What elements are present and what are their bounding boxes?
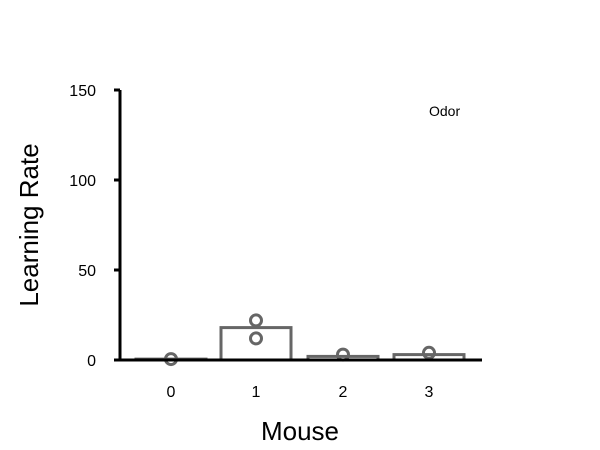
y-axis-title: Learning Rate: [14, 143, 44, 306]
y-tick-label: 150: [69, 83, 96, 100]
x-tick-label: 0: [167, 384, 176, 401]
data-point: [249, 313, 263, 328]
x-tick-label: 3: [425, 384, 434, 401]
y-tick-label: 0: [87, 353, 96, 370]
data-point: [422, 345, 436, 360]
data-point: [336, 347, 350, 362]
axes-group: [118, 90, 482, 362]
x-tick-label: 1: [252, 384, 261, 401]
series-label: Odor: [429, 103, 460, 119]
y-tick-label: 100: [69, 173, 96, 190]
y-ticks-group: 0 50 100 150: [69, 83, 120, 370]
bars-group: [134, 326, 466, 362]
x-tick-label: 2: [339, 384, 348, 401]
data-point: [249, 331, 263, 346]
x-ticks-group: 0 1 2 3: [167, 384, 434, 401]
x-axis-title: Mouse: [261, 416, 339, 446]
y-tick-label: 50: [78, 263, 96, 280]
